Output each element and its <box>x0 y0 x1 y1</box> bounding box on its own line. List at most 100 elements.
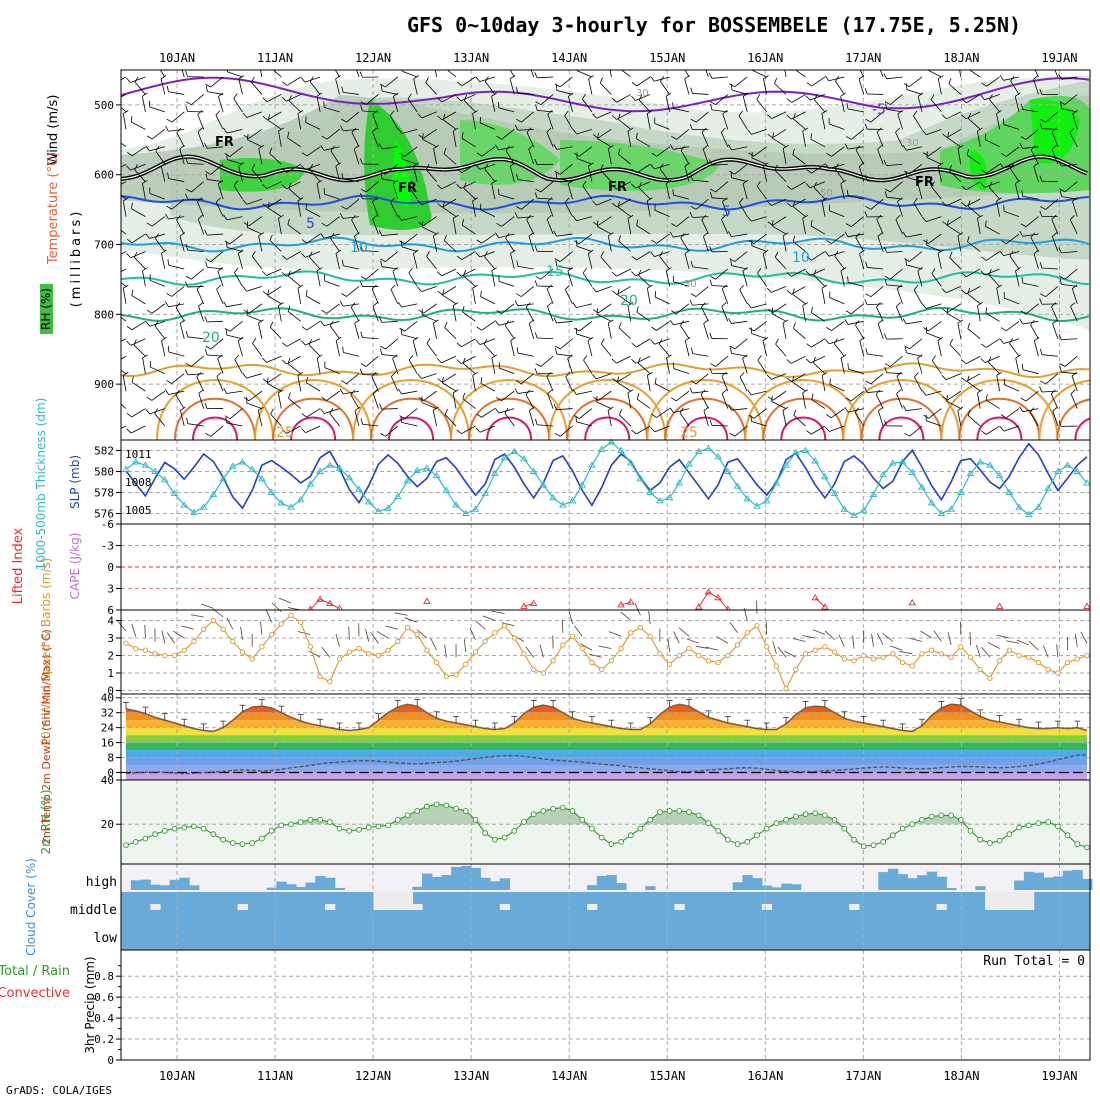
wind-barb-feather <box>534 332 538 339</box>
y-tick-label: 0 <box>107 1054 114 1067</box>
wind-barb <box>906 352 923 357</box>
wind-barb <box>207 146 224 149</box>
bottom-date-labels: 10JAN 11JAN 12JAN 13JAN 14JAN 15JAN 16JAN 17JAN… <box>159 1069 1078 1083</box>
thickness-point <box>364 498 373 505</box>
wind10m-point <box>1064 659 1071 666</box>
wind-barb-feather <box>583 355 588 361</box>
wind10m-point <box>278 621 284 627</box>
wind-barb <box>330 238 340 252</box>
wind-barb <box>996 634 1010 639</box>
wind-barb <box>838 634 845 647</box>
wind-barb <box>772 129 787 139</box>
wind-barb <box>237 340 243 357</box>
wind-barb <box>617 294 631 305</box>
wind-barb-feather <box>618 62 620 68</box>
wind-barb-feather <box>390 197 395 203</box>
wind-barb <box>134 169 146 182</box>
wind-barb-feather <box>456 96 462 102</box>
date-tick-label: 17JAN <box>845 1069 881 1083</box>
wind10m-point <box>783 686 789 692</box>
wind-barb-feather <box>931 268 936 274</box>
wind-barb <box>636 138 651 148</box>
wind-barb <box>160 166 166 182</box>
wind-barb <box>734 163 748 175</box>
isotherm-bulge <box>842 379 961 440</box>
wind-barb-feather <box>525 302 531 308</box>
wind-barb-feather <box>282 168 288 173</box>
y-tick-label: 2 <box>107 650 114 663</box>
wind-barb <box>229 408 243 419</box>
wind-barb <box>596 111 612 119</box>
wind-barb <box>171 373 185 384</box>
rh2m-point <box>724 836 731 843</box>
wind-barb <box>757 360 768 374</box>
wind-barb <box>246 111 263 118</box>
thickness-point <box>724 467 732 474</box>
wind-barb <box>968 118 981 130</box>
wind-barb <box>564 289 573 305</box>
wind-barb <box>847 320 864 325</box>
wind-barb-feather <box>608 232 614 237</box>
wind-barb <box>909 637 923 642</box>
wind-barb <box>793 414 806 427</box>
wind-barb <box>567 358 573 374</box>
wind-barb <box>886 196 903 200</box>
wind-barb <box>987 642 1000 649</box>
wind-barb <box>287 137 301 148</box>
wind-barb-feather <box>783 58 788 61</box>
rh2m-point <box>967 827 974 834</box>
wind-barb-feather <box>996 284 1003 289</box>
cloud-high-bar <box>587 885 598 890</box>
wind-barb <box>362 373 379 375</box>
wind-barb <box>121 106 127 113</box>
wind-barb-feather <box>341 173 344 180</box>
wind-barb <box>859 253 865 270</box>
wind-barb-feather <box>441 376 444 383</box>
wind-barb-feather <box>300 77 306 83</box>
wind-barb <box>247 139 263 148</box>
wind-barb-feather <box>1069 215 1075 220</box>
wind-barb-feather <box>1039 175 1043 182</box>
wind-barb-feather <box>131 202 133 209</box>
wind-barb <box>305 208 321 217</box>
wind-barb-feather <box>989 94 993 100</box>
wind-barb-feather <box>301 326 308 331</box>
wind-barb-feather <box>224 240 231 245</box>
wind-barb <box>480 209 496 217</box>
rh2m-point <box>472 816 479 823</box>
wind-barb <box>385 625 398 630</box>
wind-barb-feather <box>372 110 378 115</box>
wind-barb <box>365 94 379 106</box>
wind-barb-feather <box>534 72 538 78</box>
wind-barb-feather <box>961 114 967 120</box>
wind-barb <box>269 153 282 165</box>
wind10m-point <box>482 638 488 645</box>
rh2m-point <box>589 825 595 832</box>
wind-barb-feather <box>730 171 733 178</box>
rh2m-point <box>880 839 887 845</box>
wind-barb-feather <box>937 162 944 167</box>
wind-barb <box>959 70 962 78</box>
y-tick-label: 0 <box>107 685 114 698</box>
wind-barb <box>1006 233 1020 245</box>
thickness-point <box>500 453 509 461</box>
wind-barb-feather <box>748 240 755 244</box>
wind-barb-feather <box>905 346 907 353</box>
cloud-cover-fill <box>121 892 1090 950</box>
wind-barb-feather <box>436 271 442 277</box>
wind-barb <box>676 303 690 315</box>
wind-barb-feather <box>865 293 872 298</box>
wind-barb <box>1056 644 1059 658</box>
wind-barb <box>335 253 340 270</box>
wind-barb <box>949 257 962 270</box>
isotherm-bulge <box>860 397 943 440</box>
wind-barb-feather <box>509 75 516 80</box>
wind-barb <box>909 251 923 262</box>
wind-barb-feather <box>941 201 947 207</box>
wind-barb <box>187 249 204 252</box>
wind-barb-feather <box>599 77 604 84</box>
cloud-high-bar <box>480 877 491 890</box>
wind-barb <box>877 149 884 165</box>
wind-barb-feather <box>774 164 778 171</box>
wind-barb <box>229 321 243 332</box>
